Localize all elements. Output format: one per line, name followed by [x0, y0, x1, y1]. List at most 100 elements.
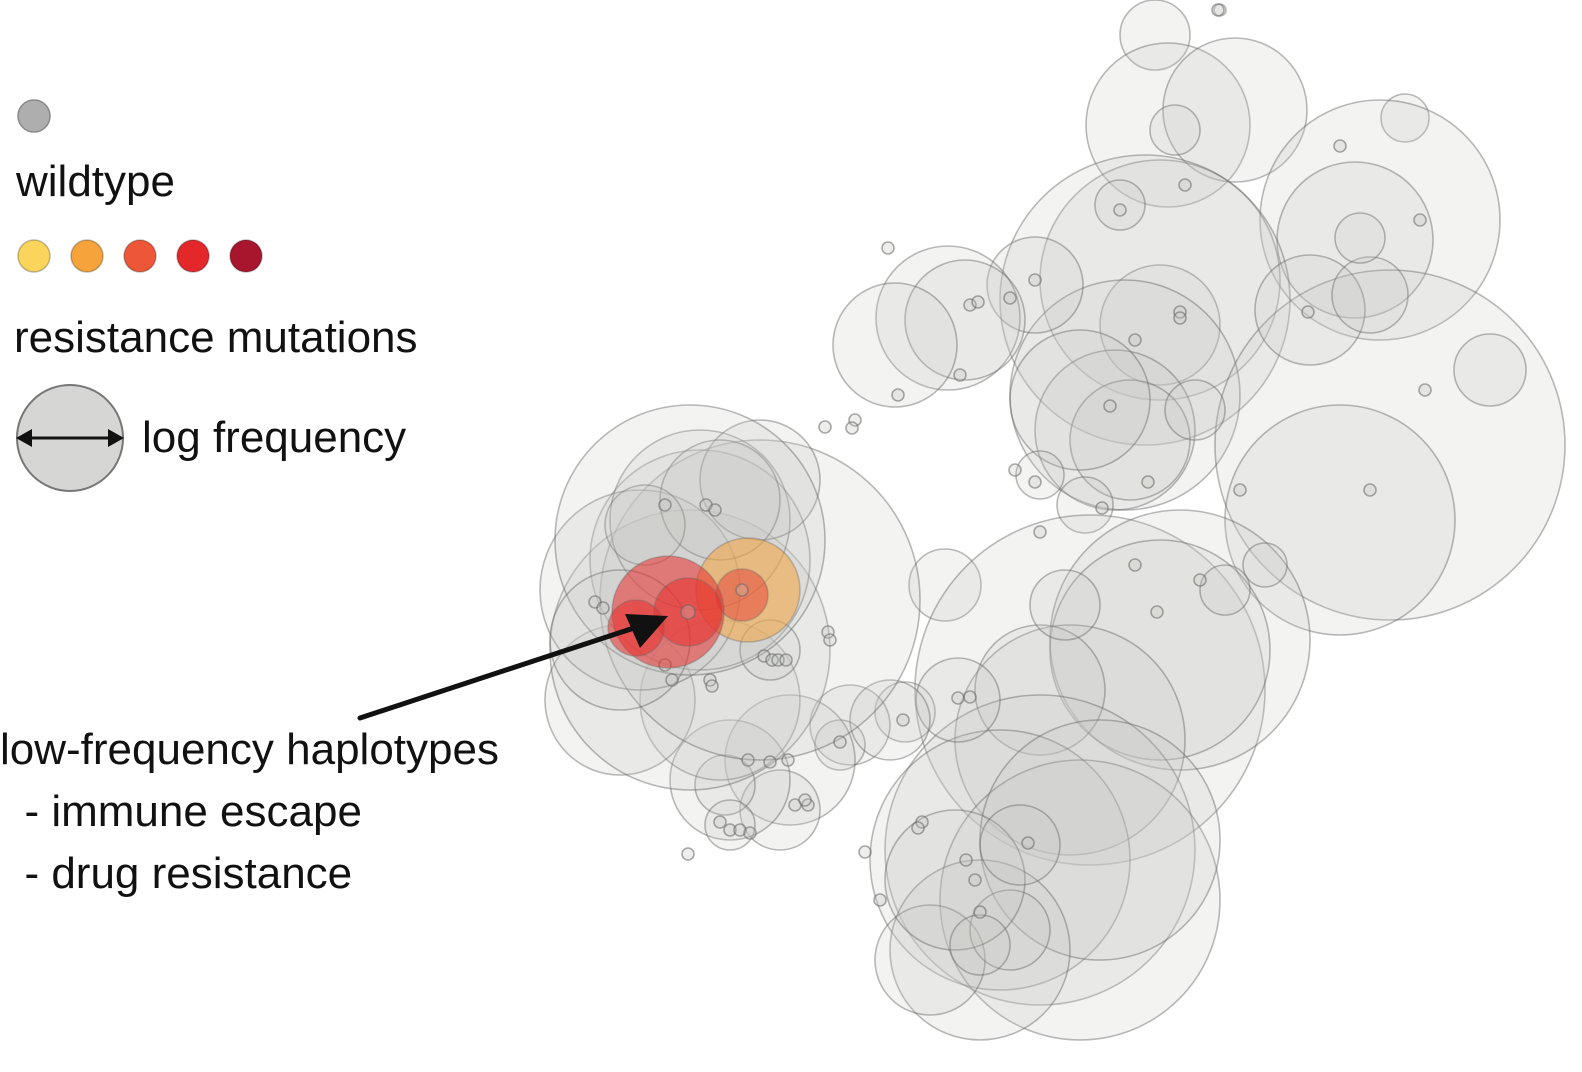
haplotype-bubble	[979, 719, 1221, 961]
haplotype-bubble	[669, 719, 791, 841]
haplotype-bubble	[911, 821, 925, 835]
haplotype-bubble	[1113, 203, 1127, 217]
legend: wildtype resistance mutations log freque…	[14, 99, 418, 492]
haplotype-bubble	[1173, 311, 1187, 325]
haplotype-bubble	[739, 769, 821, 851]
haplotype-bubble	[814, 719, 866, 771]
haplotype-bubble	[874, 904, 986, 1016]
annotation-line-3: - drug resistance	[0, 849, 352, 898]
resistance-swatch	[229, 239, 263, 273]
haplotype-bubble	[1069, 379, 1191, 501]
haplotype-bubble	[779, 653, 793, 667]
haplotype-bubble	[986, 236, 1084, 334]
haplotype-bubble	[681, 847, 695, 861]
haplotype-bubble	[743, 826, 757, 840]
haplotype-bubble	[1099, 264, 1221, 386]
haplotype-bubble	[1008, 463, 1022, 477]
wildtype-label: wildtype	[15, 157, 175, 206]
haplotype-bubble	[884, 694, 1196, 1006]
haplotype-bubble	[1028, 273, 1042, 287]
haplotype-bubble	[1242, 542, 1288, 588]
haplotype-bubble	[1380, 93, 1430, 143]
haplotype-bubble	[963, 298, 977, 312]
haplotype-bubble	[953, 368, 967, 382]
haplotype-bubbles	[539, 0, 1566, 1041]
haplotype-bubble	[821, 625, 835, 639]
haplotype-bubble	[1119, 0, 1191, 71]
haplotype-bubble	[1039, 159, 1281, 401]
haplotype-bubble	[1028, 475, 1042, 489]
haplotype-bubble	[741, 753, 755, 767]
haplotype-bubble	[823, 633, 837, 647]
haplotype-bubble	[849, 679, 931, 761]
haplotype-bubble	[705, 679, 719, 693]
haplotype-bubble	[974, 624, 1106, 756]
haplotype-bubble	[1178, 178, 1192, 192]
haplotype-bubble	[1009, 279, 1241, 511]
resistance-mutations-label: resistance mutations	[14, 313, 418, 362]
haplotype-bubble	[939, 759, 1221, 1041]
haplotype-bubble	[708, 503, 722, 517]
haplotype-bubble	[969, 889, 1051, 971]
haplotype-bubble	[1334, 212, 1386, 264]
double-arrow-icon	[16, 429, 124, 447]
haplotype-bubble	[1164, 379, 1226, 441]
haplotype-bubble	[680, 604, 696, 620]
haplotype-bubble	[818, 420, 832, 434]
haplotype-bubble	[873, 893, 887, 907]
haplotype-bubble	[1211, 3, 1225, 17]
annotation-line-2: - immune escape	[0, 787, 362, 836]
haplotype-bubble	[832, 282, 958, 408]
haplotype-bubble	[1009, 329, 1151, 471]
haplotype-bubble	[733, 823, 747, 837]
haplotype-bubble	[1094, 179, 1146, 231]
haplotype-bubble	[1413, 213, 1427, 227]
haplotype-bubble	[1224, 404, 1456, 636]
haplotype-bubble	[658, 498, 672, 512]
haplotype-bubble	[874, 681, 936, 743]
haplotype-bubble	[1021, 836, 1035, 850]
resistance-swatch	[70, 239, 104, 273]
haplotype-bubble	[1333, 139, 1347, 153]
haplotype-bubble	[845, 421, 859, 435]
haplotype-bubble	[1276, 161, 1434, 319]
haplotype-bubble	[1331, 256, 1409, 334]
haplotype-bubble	[1162, 37, 1308, 183]
wildtype-swatch	[17, 99, 51, 133]
haplotype-bubble	[915, 657, 1001, 743]
haplotype-bubble	[1214, 269, 1566, 621]
haplotype-bubble	[963, 690, 977, 704]
haplotype-bubble	[875, 245, 1021, 391]
haplotype-bubble	[1003, 291, 1017, 305]
haplotype-bubble	[914, 514, 1266, 866]
haplotype-bubble	[1095, 501, 1109, 515]
haplotype-bubble	[1193, 573, 1207, 587]
resistance-swatch	[123, 239, 157, 273]
haplotype-bubble	[665, 673, 679, 687]
annotation: low-frequency haplotypes - immune escape…	[0, 614, 668, 898]
haplotype-bubble	[1015, 450, 1065, 500]
haplotype-bubble	[1056, 476, 1114, 534]
haplotype-bubble	[724, 694, 856, 826]
haplotype-bubble	[1033, 525, 1047, 539]
haplotype-bubble	[1128, 558, 1142, 572]
haplotype-bubble	[1233, 483, 1247, 497]
haplotype-bubble	[781, 753, 795, 767]
haplotype-bubble	[1029, 569, 1101, 641]
resistance-swatch	[176, 239, 210, 273]
haplotype-bubble	[1301, 305, 1315, 319]
haplotype-bubble	[809, 684, 891, 766]
haplotype-bubble	[1363, 483, 1377, 497]
haplotype-bubble	[891, 388, 905, 402]
haplotype-bubble	[1254, 254, 1366, 366]
haplotype-bubble	[757, 649, 771, 663]
haplotype-bubble	[713, 815, 727, 829]
haplotype-bubble	[951, 691, 965, 705]
haplotype-bubble	[723, 823, 737, 837]
haplotype-bubble	[973, 905, 987, 919]
haplotype-bubble	[596, 601, 610, 615]
haplotype-bubble	[979, 804, 1061, 886]
haplotype-bubble	[694, 754, 756, 816]
log-frequency-label: log frequency	[142, 413, 406, 462]
